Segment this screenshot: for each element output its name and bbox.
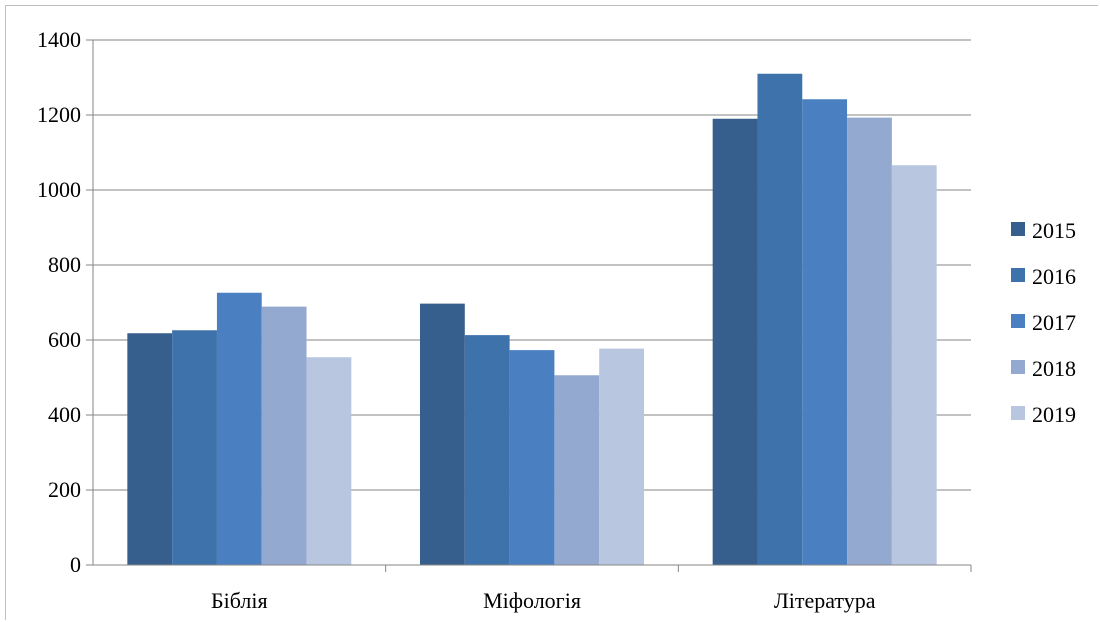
legend: 2015 2016 2017 2018 2019: [1011, 218, 1076, 427]
bar-2018-2: [554, 375, 600, 565]
y-tick-labels: 0 200 400 600 800 1000 1200 1400: [37, 27, 81, 577]
bars: [127, 73, 937, 565]
x-category-label: Біблія: [211, 588, 268, 613]
x-category-label: Міфологія: [483, 588, 581, 613]
bar-2019-1: [306, 357, 352, 565]
bar-2015-1: [127, 333, 173, 565]
bar-2016-1: [172, 330, 217, 565]
bar-2016-2: [464, 335, 510, 565]
y-tick-label: 200: [48, 477, 81, 502]
bar-2019-2: [599, 348, 644, 565]
bar-2018-3: [847, 117, 892, 565]
x-category-label: Література: [774, 588, 876, 613]
x-category-labels: Біблія Міфологія Література: [211, 588, 876, 613]
bar-2017-1: [216, 292, 262, 565]
y-tick-label: 1000: [37, 177, 81, 202]
legend-swatch: [1011, 222, 1025, 236]
legend-label: 2017: [1032, 310, 1076, 335]
axes: [86, 39, 972, 572]
legend-swatch: [1011, 314, 1025, 328]
legend-label: 2019: [1032, 402, 1076, 427]
legend-label: 2015: [1032, 218, 1076, 243]
y-tick-label: 0: [70, 552, 81, 577]
legend-swatch: [1011, 360, 1025, 374]
bar-2019-3: [891, 165, 937, 565]
legend-label: 2016: [1032, 264, 1076, 289]
bar-2016-3: [757, 73, 803, 565]
bar-2017-2: [509, 350, 555, 565]
y-tick-label: 1200: [37, 102, 81, 127]
bar-2018-1: [261, 306, 307, 565]
y-tick-label: 600: [48, 327, 81, 352]
legend-swatch: [1011, 268, 1025, 282]
y-tick-label: 1400: [37, 27, 81, 52]
legend-swatch: [1011, 406, 1025, 420]
bar-2015-3: [712, 118, 758, 565]
bar-2017-3: [802, 99, 848, 565]
legend-label: 2018: [1032, 356, 1076, 381]
y-tick-label: 800: [48, 252, 81, 277]
y-tick-label: 400: [48, 402, 81, 427]
bar-2015-2: [420, 303, 465, 565]
